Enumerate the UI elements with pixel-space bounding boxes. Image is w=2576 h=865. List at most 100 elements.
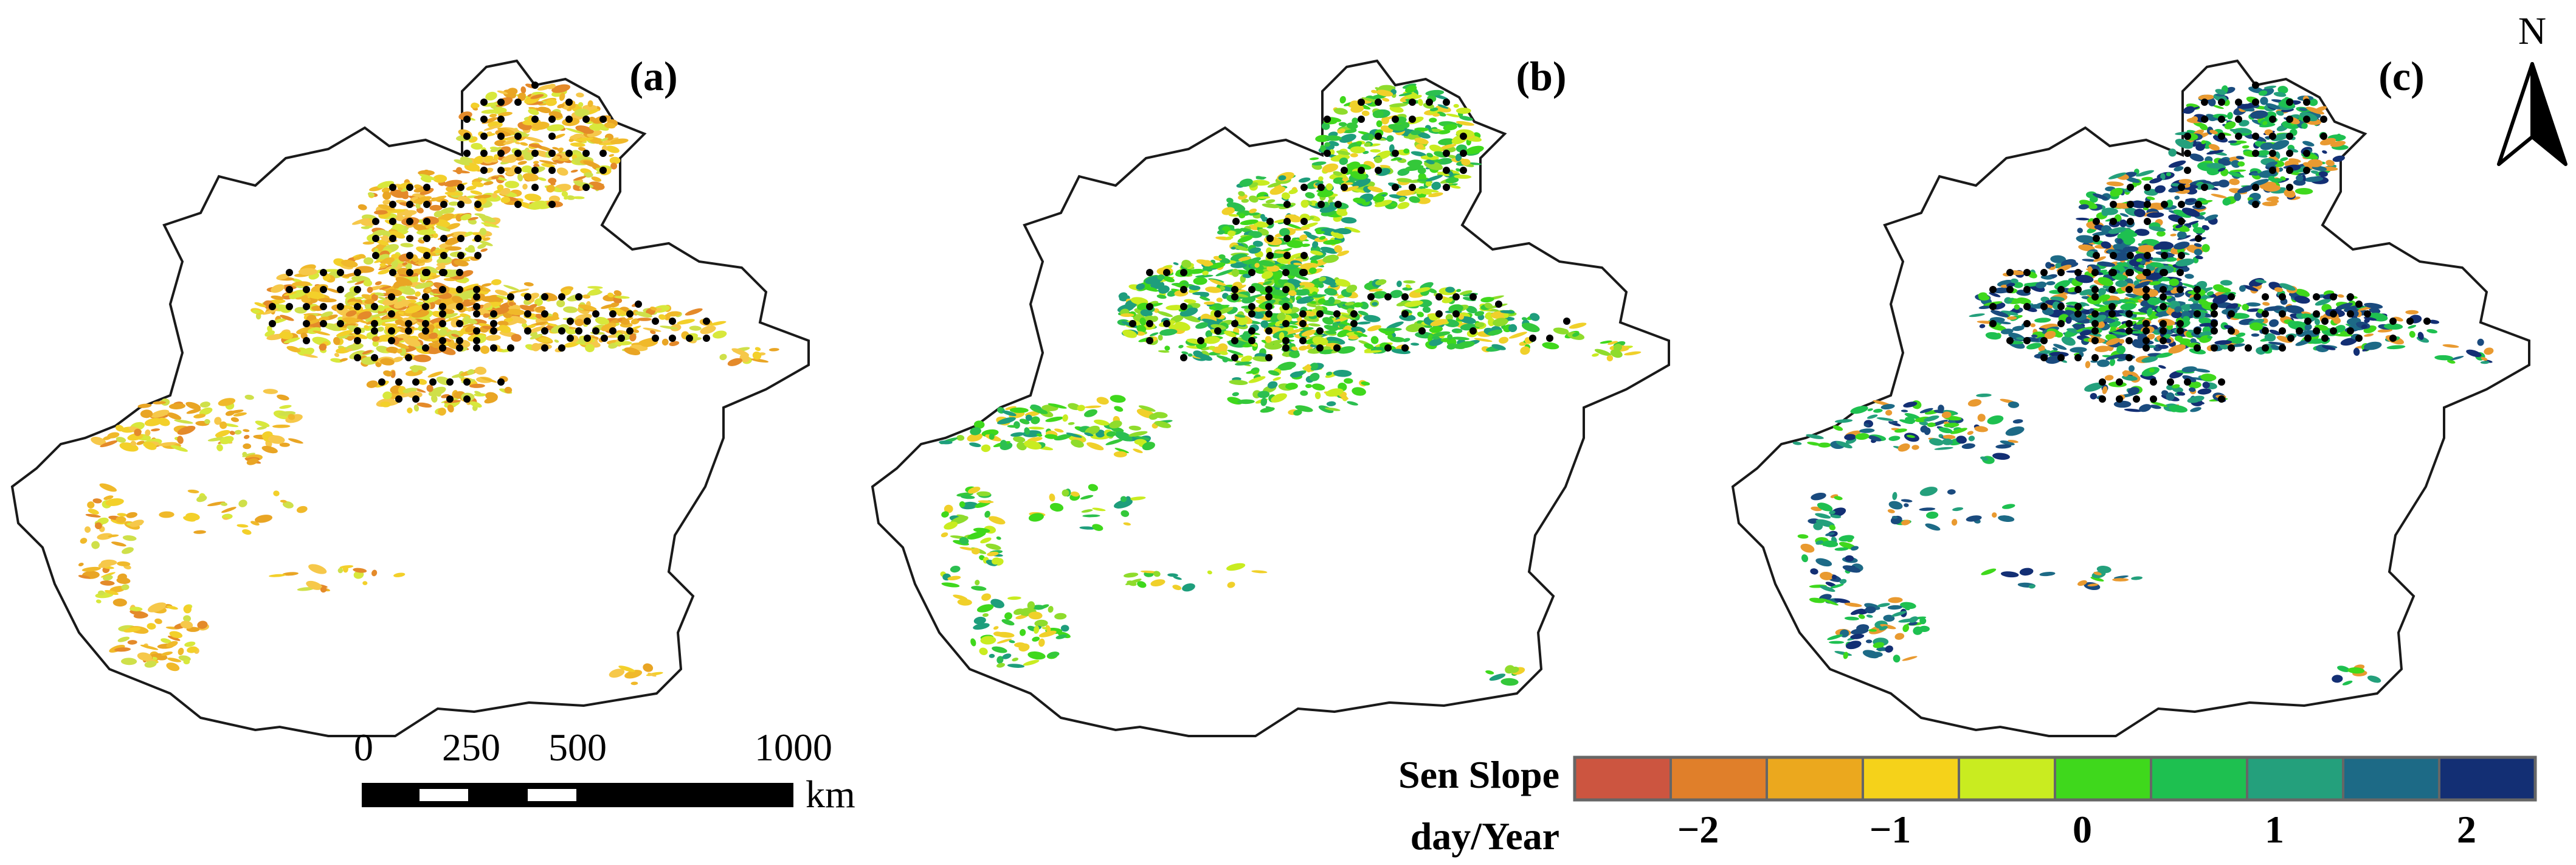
- significance-dot: [2286, 99, 2293, 106]
- vegetation-pixel: [379, 316, 391, 321]
- significance-dot: [406, 218, 413, 225]
- vegetation-pixel: [531, 121, 550, 130]
- vegetation-pixel: [435, 225, 451, 232]
- significance-dot: [2160, 337, 2167, 344]
- significance-dot: [1375, 167, 1382, 174]
- significance-dot: [2178, 218, 2185, 225]
- significance-dot: [395, 395, 402, 403]
- vegetation-pixel: [478, 215, 496, 223]
- vegetation-pixel: [91, 437, 106, 446]
- significance-dot: [2262, 293, 2269, 300]
- significance-dot: [548, 116, 556, 123]
- significance-dot: [1989, 320, 1997, 327]
- vegetation-pixel: [431, 394, 438, 403]
- vegetation-pixel: [230, 417, 240, 422]
- significance-dot: [286, 269, 293, 276]
- vegetation-pixel: [379, 286, 392, 290]
- vegetation-pixel: [498, 325, 511, 333]
- significance-dot: [2110, 218, 2117, 225]
- vegetation-pixel: [272, 424, 291, 428]
- vegetation-pixel: [351, 218, 369, 225]
- significance-dot: [497, 116, 505, 123]
- vegetation-pixel: [533, 161, 539, 164]
- vegetation-pixel: [464, 316, 469, 320]
- vegetation-pixel: [2113, 400, 2132, 408]
- vegetation-pixel: [161, 651, 173, 656]
- vegetation-pixel: [121, 658, 137, 665]
- vegetation-pixel: [493, 154, 499, 161]
- vegetation-pixel: [609, 154, 615, 157]
- vegetation-pixel: [420, 187, 434, 195]
- vegetation-pixel: [538, 337, 552, 343]
- vegetation-pixel: [447, 404, 454, 413]
- vegetation-pixel: [520, 86, 527, 94]
- vegetation-pixel: [379, 265, 388, 269]
- significance-dot: [1375, 133, 1382, 140]
- vegetation-pixel: [370, 313, 388, 318]
- vegetation-pixel: [430, 195, 447, 202]
- significance-dot: [2252, 82, 2259, 89]
- vegetation-pixel: [1389, 106, 1404, 113]
- significance-dot: [423, 252, 430, 259]
- vegetation-pixel: [254, 515, 273, 523]
- significance-dot: [2150, 378, 2157, 386]
- vegetation-pixel: [462, 324, 474, 328]
- significance-dot: [2252, 133, 2259, 140]
- significance-dot: [609, 327, 616, 335]
- significance-dot: [2228, 344, 2235, 352]
- vegetation-pixel: [1461, 159, 1471, 166]
- significance-dot: [354, 327, 361, 335]
- scale-unit: km: [806, 773, 855, 816]
- significance-dot: [320, 286, 327, 293]
- significance-dot: [2211, 320, 2218, 327]
- significance-dot: [1316, 327, 1324, 335]
- vegetation-pixel: [650, 307, 657, 311]
- significance-dot: [457, 184, 464, 191]
- significance-dot: [2313, 327, 2320, 335]
- vegetation-pixel: [576, 92, 584, 98]
- significance-dot: [558, 344, 565, 352]
- significance-dot: [514, 201, 522, 208]
- vegetation-pixel: [391, 259, 398, 268]
- vegetation-pixel: [424, 223, 436, 229]
- significance-dot: [1197, 337, 1204, 344]
- significance-dot: [463, 150, 471, 157]
- vegetation-pixel: [480, 346, 490, 354]
- significance-dot: [474, 252, 482, 259]
- significance-dot: [2125, 320, 2133, 327]
- vegetation-pixel: [617, 318, 623, 322]
- significance-dot: [371, 327, 378, 335]
- vegetation-pixel: [187, 489, 199, 493]
- vegetation-pixel: [357, 204, 367, 210]
- significance-dot: [2125, 286, 2133, 293]
- vegetation-pixel: [485, 91, 497, 101]
- vegetation-pixel: [505, 181, 519, 189]
- significance-dot: [439, 320, 446, 327]
- vegetation-pixel: [353, 568, 367, 573]
- vegetation-pixel: [1425, 181, 1432, 187]
- vegetation-pixel: [552, 147, 559, 150]
- vegetation-pixel: [451, 296, 463, 304]
- vegetation-pixel: [592, 122, 609, 131]
- vegetation-pixel: [610, 138, 629, 144]
- significance-dot: [2091, 293, 2099, 300]
- vegetation-pixel: [495, 290, 508, 296]
- vegetation-pixel: [424, 296, 439, 304]
- vegetation-pixel: [470, 190, 483, 195]
- vegetation-pixel: [1238, 213, 1246, 218]
- vegetation-pixel: [578, 304, 597, 311]
- vegetation-pixel: [398, 187, 403, 190]
- vegetation-pixel: [483, 125, 500, 131]
- significance-dot: [565, 150, 573, 157]
- vegetation-pixel: [551, 84, 571, 93]
- vegetation-pixel: [378, 296, 388, 300]
- vegetation-pixel: [183, 615, 192, 622]
- vegetation-pixel: [473, 156, 485, 164]
- significance-dot: [2143, 337, 2150, 344]
- vegetation-pixel: [432, 233, 438, 238]
- significance-dot: [548, 167, 556, 174]
- significance-dot: [389, 269, 396, 276]
- significance-dot: [378, 378, 385, 386]
- vegetation-pixel: [689, 325, 702, 331]
- significance-dot: [2133, 395, 2140, 403]
